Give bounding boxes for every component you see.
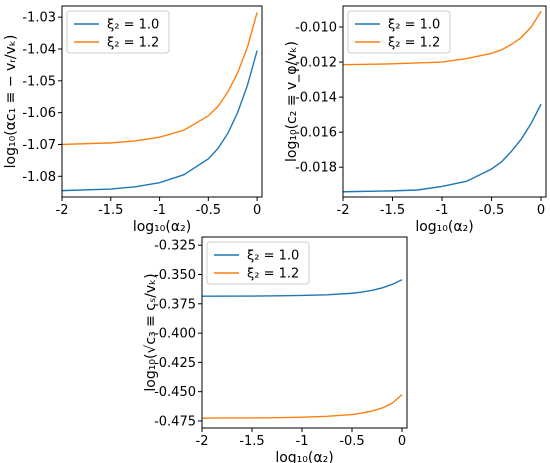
chart-top-left-legend: ξ₂ = 1.0 ξ₂ = 1.2 [66, 10, 170, 54]
chart-top-left-xtick-label: -1.5 [98, 203, 123, 218]
chart-top-left-xlabel: log₁₀(α₂) [133, 219, 191, 235]
chart-bottom-axes-frame [201, 236, 408, 429]
chart-top-left-xtick-label: -0.5 [196, 203, 221, 218]
chart-top-right-series-2-line [342, 10, 542, 66]
chart-top-left-ytick-label: -1.03 [22, 11, 56, 26]
chart-top-right-xtick-label: -0.5 [479, 203, 504, 218]
chart-bottom-series-1-line [201, 279, 403, 297]
chart-bottom-xtick-label: -0.5 [339, 434, 364, 449]
chart-top-right-ytick-label: -0.016 [295, 126, 337, 141]
chart-top-right-ytick-label: -0.010 [295, 21, 337, 36]
chart-top-right-xtick-label: 0 [537, 203, 545, 218]
chart-top-right-xtick-label: -1 [436, 203, 449, 218]
chart-top-left-ytick-label: -1.08 [22, 170, 56, 185]
chart-bottom-xlabel: log₁₀(α₂) [275, 450, 333, 463]
chart-top-right-xtick-label: -2 [337, 203, 350, 218]
chart-bottom-ylabel: log₁₀(√c₃ ≡ cₛ/vₖ) [143, 273, 159, 391]
chart-top-right-legend: ξ₂ = 1.0 ξ₂ = 1.2 [347, 10, 451, 54]
chart-top-left-xtick-label: -1 [153, 203, 166, 218]
chart-bottom: -2 -1.5 -1 -0.5 0 -0.475 -0.450 -0.425 -0.400 -0.… [143, 236, 408, 463]
chart-bottom-legend: ξ₂ = 1.0 ξ₂ = 1.2 [206, 241, 310, 285]
chart-top-right-series-1-line [342, 103, 542, 193]
chart-top-right-xtick-label: -1.5 [380, 203, 405, 218]
chart-top-right-ytick-label: -0.014 [295, 91, 337, 106]
chart-bottom-legend-label-1: ξ₂ = 1.0 [247, 249, 299, 264]
chart-bottom-xtick-label: 0 [398, 434, 406, 449]
chart-bottom-series-2-line [201, 394, 403, 419]
chart-top-left: -2 -1.5 -1 -0.5 0 -1.08 -1.07 -1.06 -1.05 -1.04 -1… [3, 5, 263, 235]
chart-top-left-series-2-line [61, 12, 258, 146]
chart-bottom-xtick-label: -1 [296, 434, 309, 449]
chart-bottom-ytick-label: -0.400 [154, 327, 196, 342]
chart-top-right: -2 -1.5 -1 -0.5 0 -0.018 -0.016 -0.014 -0.012 -0.… [284, 5, 547, 235]
chart-bottom-xtick-label: -1.5 [239, 434, 264, 449]
chart-top-left-series-1-line [61, 50, 258, 192]
chart-top-right-legend-label-1: ξ₂ = 1.0 [388, 18, 440, 33]
chart-bottom-xtick-label: -2 [196, 434, 209, 449]
chart-bottom-ytick-label: -0.350 [154, 268, 196, 283]
chart-bottom-legend-label-2: ξ₂ = 1.2 [247, 267, 299, 282]
chart-top-left-legend-label-1: ξ₂ = 1.0 [107, 18, 159, 33]
chart-bottom-ytick-label: -0.325 [154, 239, 196, 254]
chart-top-right-axes-frame [342, 5, 547, 198]
chart-top-right-xlabel: log₁₀(α₂) [415, 219, 473, 235]
chart-bottom-ytick-label: -0.425 [154, 356, 196, 371]
chart-top-left-axes-frame [61, 5, 263, 198]
chart-top-right-legend-label-2: ξ₂ = 1.2 [388, 36, 440, 51]
chart-top-right-ylabel: log₁₀(c₂ ≡ v_φ/vₖ) [284, 41, 300, 162]
chart-top-left-ytick-label: -1.05 [22, 74, 56, 89]
chart-top-left-legend-label-2: ξ₂ = 1.2 [107, 36, 159, 51]
chart-top-left-ytick-label: -1.04 [22, 42, 56, 57]
chart-top-left-ytick-label: -1.07 [22, 138, 56, 153]
chart-top-left-xtick-label: -2 [56, 203, 69, 218]
chart-bottom-ytick-label: -0.375 [154, 297, 196, 312]
chart-top-left-xtick-label: 0 [253, 203, 261, 218]
chart-top-left-ylabel: log₁₀(αc₁ ≡ − vᵣ/vₖ) [3, 35, 19, 169]
chart-bottom-ytick-label: -0.475 [154, 414, 196, 429]
chart-top-right-ytick-label: -0.018 [295, 161, 337, 176]
chart-bottom-ytick-label: -0.450 [154, 385, 196, 400]
chart-top-left-ytick-label: -1.06 [22, 106, 56, 121]
chart-top-right-ytick-label: -0.012 [295, 56, 337, 71]
